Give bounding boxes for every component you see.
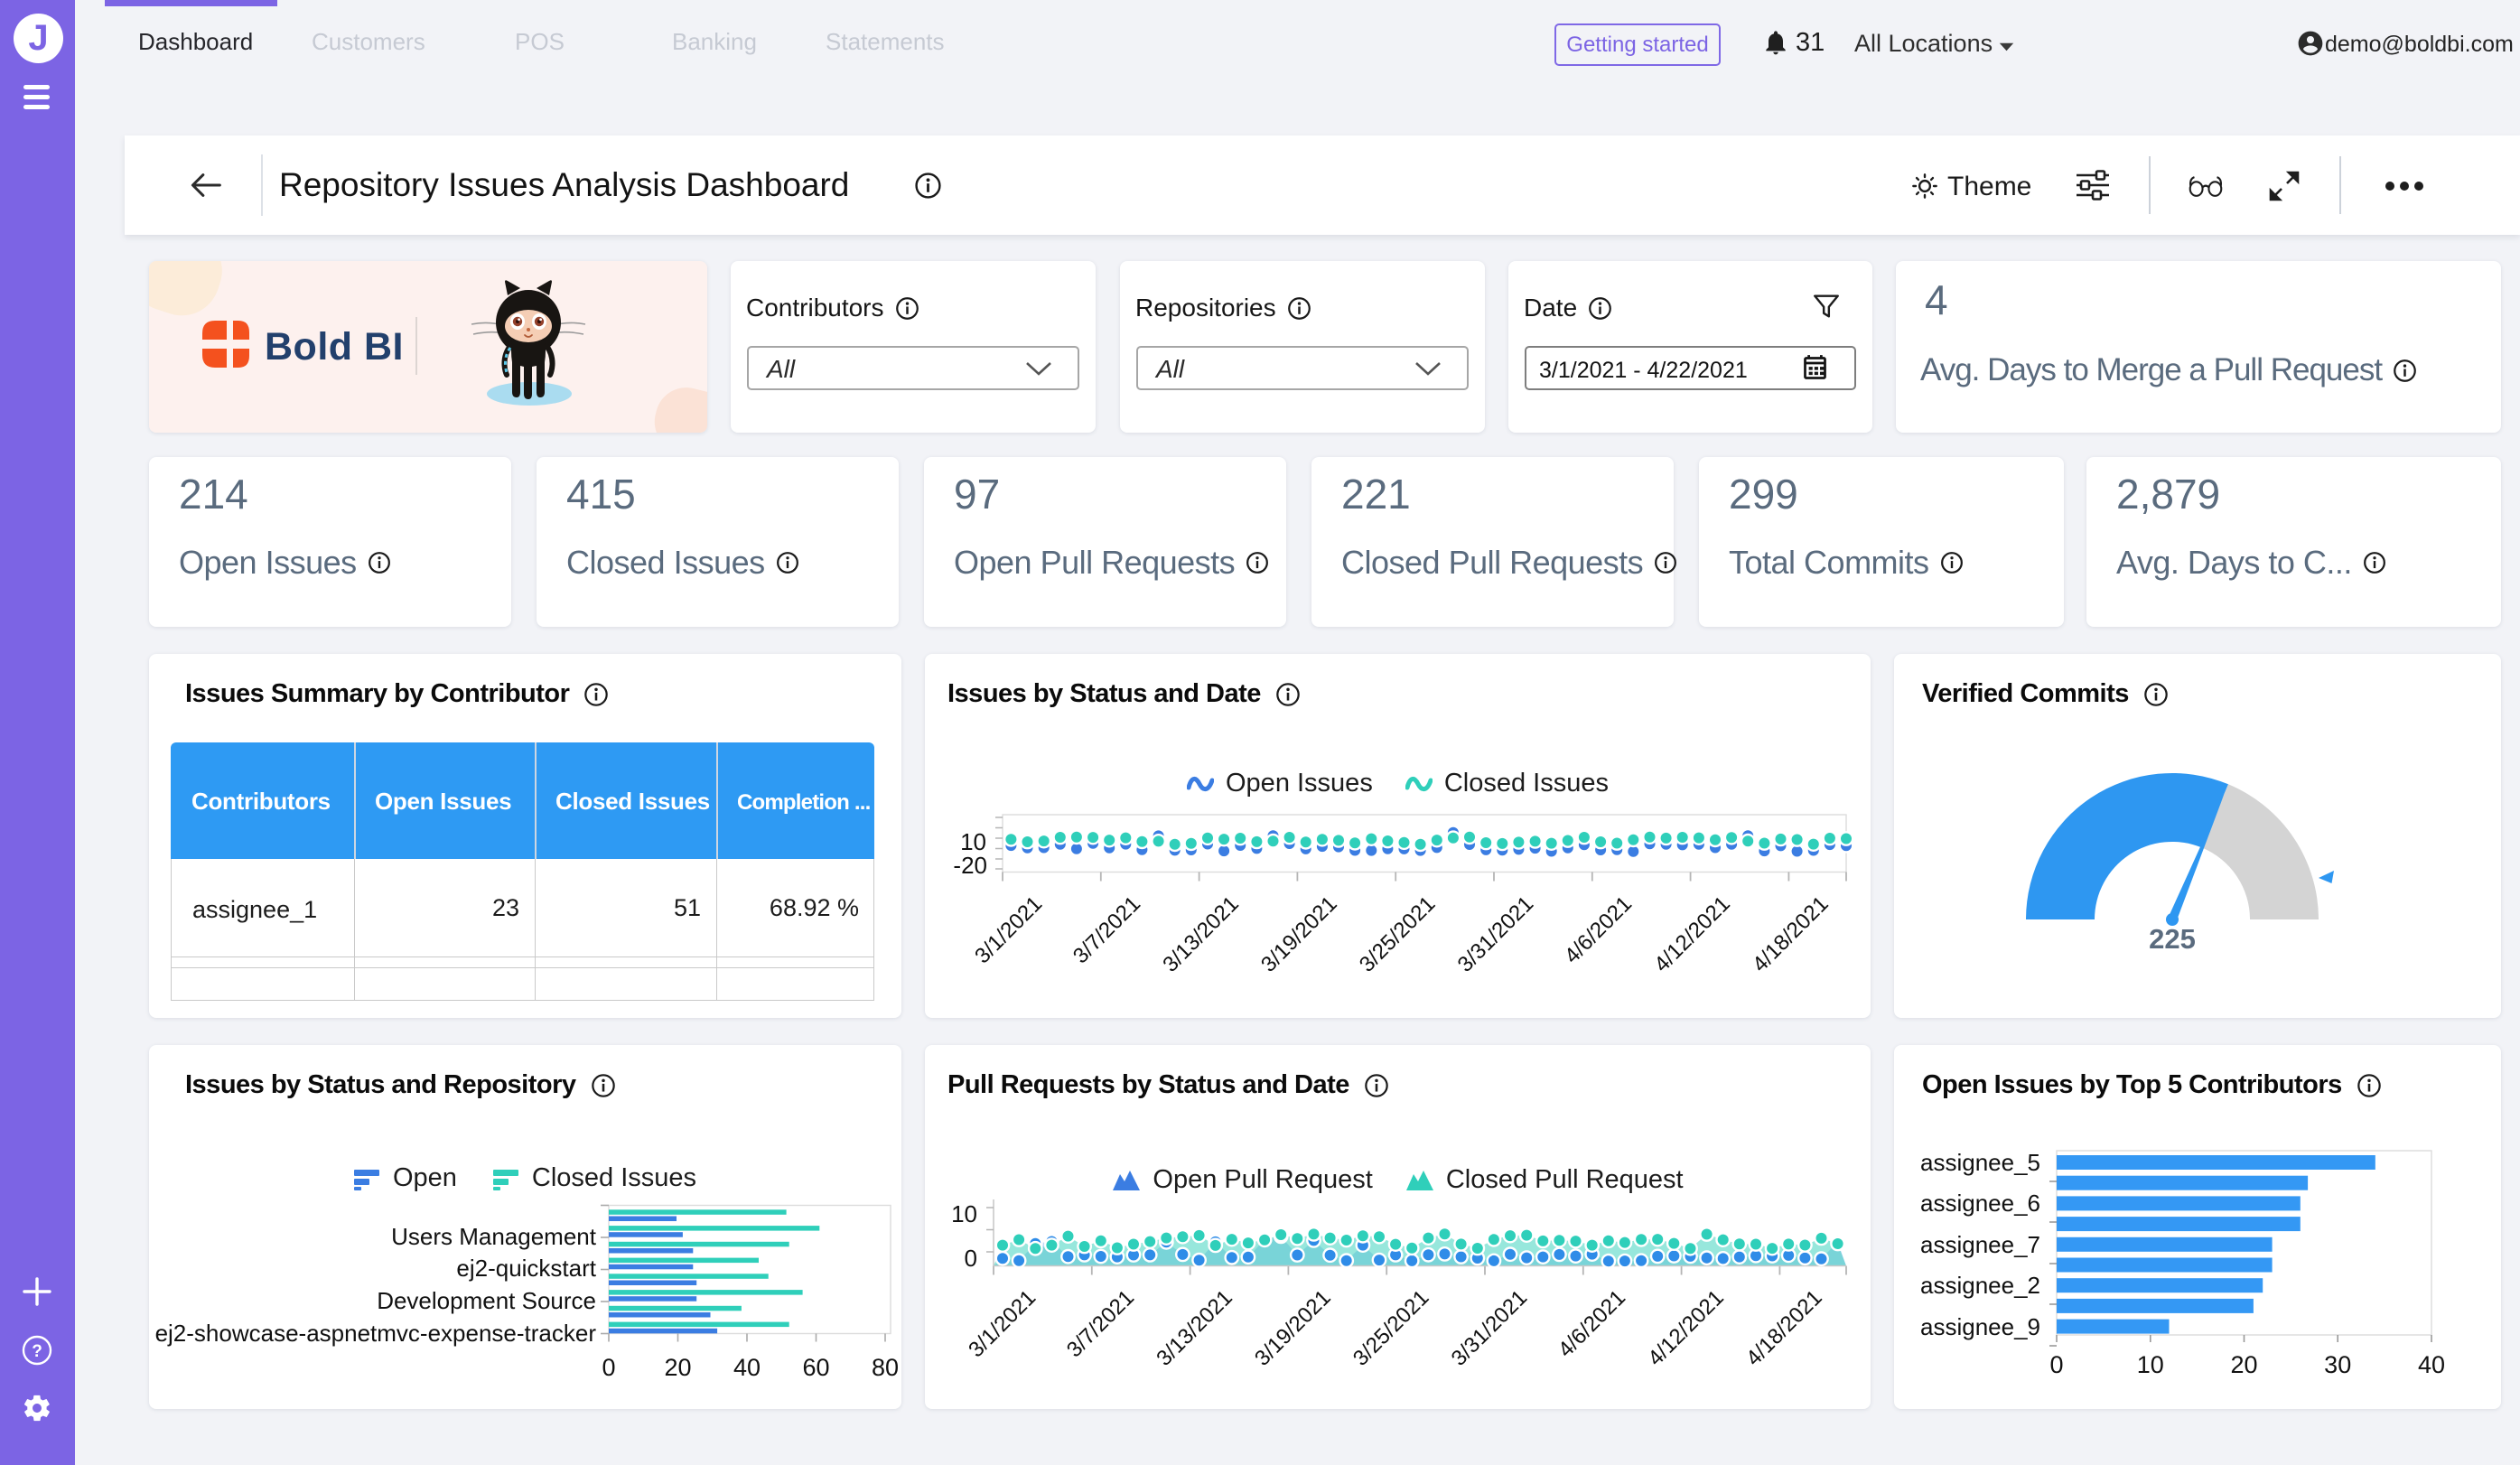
svg-text:4/6/2021: 4/6/2021 — [1554, 1285, 1630, 1362]
svg-text:225: 225 — [2149, 923, 2196, 955]
svg-text:3/25/2021: 3/25/2021 — [1355, 891, 1441, 977]
svg-text:assignee_5: assignee_5 — [1920, 1149, 2040, 1176]
svg-text:ej2-quickstart: ej2-quickstart — [456, 1255, 596, 1282]
svg-text:3/1/2021: 3/1/2021 — [970, 891, 1047, 968]
svg-text:Development Source: Development Source — [377, 1287, 596, 1314]
svg-text:assignee_6: assignee_6 — [1920, 1190, 2040, 1217]
svg-text:3/19/2021: 3/19/2021 — [1250, 1285, 1336, 1371]
svg-text:4/12/2021: 4/12/2021 — [1649, 891, 1735, 977]
svg-text:3/7/2021: 3/7/2021 — [1069, 891, 1145, 968]
svg-text:10: 10 — [951, 1200, 977, 1227]
svg-text:4/18/2021: 4/18/2021 — [1741, 1285, 1827, 1371]
svg-text:80: 80 — [872, 1354, 899, 1381]
svg-text:3/13/2021: 3/13/2021 — [1158, 891, 1244, 977]
svg-text:-20: -20 — [953, 852, 987, 879]
svg-text:?: ? — [32, 1342, 42, 1361]
svg-text:20: 20 — [2230, 1351, 2257, 1378]
svg-text:assignee_7: assignee_7 — [1920, 1231, 2040, 1258]
svg-text:60: 60 — [802, 1354, 829, 1381]
svg-text:30: 30 — [2324, 1351, 2351, 1378]
svg-text:40: 40 — [733, 1354, 761, 1381]
svg-text:4/6/2021: 4/6/2021 — [1560, 891, 1637, 968]
svg-text:assignee_2: assignee_2 — [1920, 1272, 2040, 1299]
svg-text:0: 0 — [602, 1354, 615, 1381]
svg-text:assignee_9: assignee_9 — [1920, 1313, 2040, 1340]
svg-text:40: 40 — [2418, 1351, 2445, 1378]
svg-text:3/25/2021: 3/25/2021 — [1349, 1285, 1434, 1371]
svg-text:ej2-showcase-aspnetmvc-expense: ej2-showcase-aspnetmvc-expense-tracker — [155, 1320, 597, 1347]
svg-text:3/7/2021: 3/7/2021 — [1062, 1285, 1139, 1362]
svg-text:0: 0 — [965, 1245, 977, 1272]
svg-text:3/31/2021: 3/31/2021 — [1447, 1285, 1533, 1371]
svg-text:10: 10 — [960, 828, 986, 855]
svg-text:4/18/2021: 4/18/2021 — [1748, 891, 1834, 977]
svg-text:3/31/2021: 3/31/2021 — [1453, 891, 1539, 977]
svg-text:3/1/2021: 3/1/2021 — [964, 1285, 1041, 1362]
svg-text:20: 20 — [664, 1354, 691, 1381]
svg-text:0: 0 — [2049, 1351, 2063, 1378]
svg-text:10: 10 — [2137, 1351, 2164, 1378]
svg-text:3/13/2021: 3/13/2021 — [1152, 1285, 1237, 1371]
svg-text:Users Management: Users Management — [391, 1223, 597, 1250]
svg-text:4/12/2021: 4/12/2021 — [1643, 1285, 1729, 1371]
svg-text:3/19/2021: 3/19/2021 — [1256, 891, 1342, 977]
